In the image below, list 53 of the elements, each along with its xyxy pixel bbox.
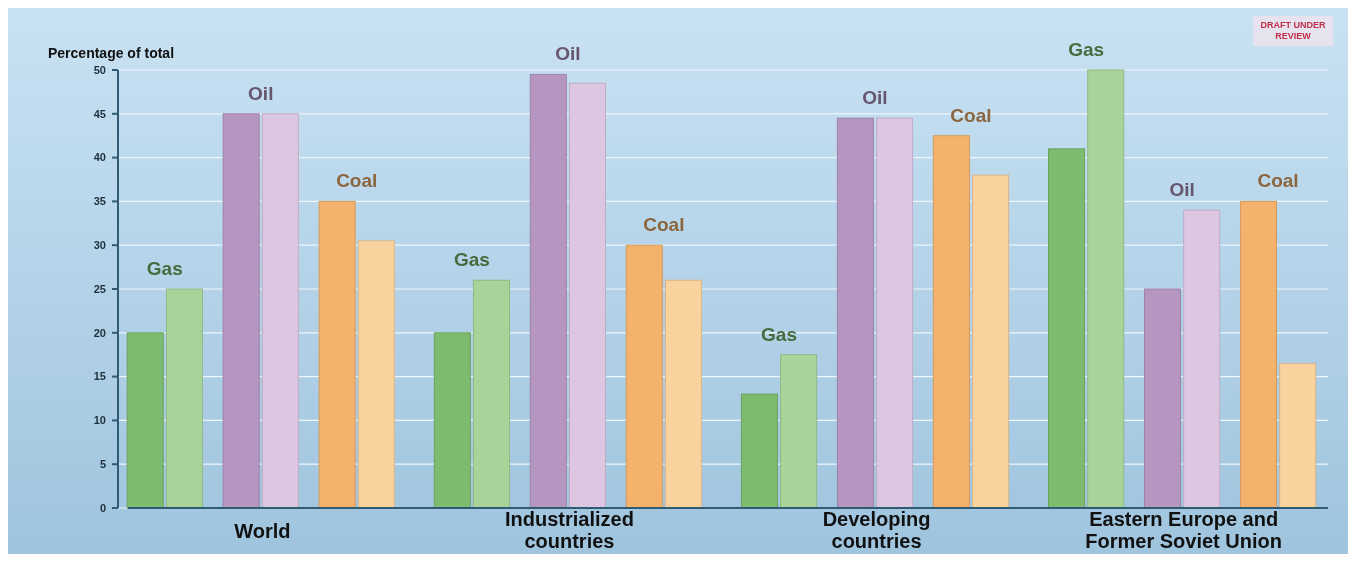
bar <box>318 200 356 509</box>
y-tick-label: 45 <box>93 107 106 120</box>
text: Oil <box>555 43 581 65</box>
text: Oil <box>862 87 888 109</box>
bar <box>1143 288 1182 509</box>
y-tick-label: 35 <box>93 195 106 208</box>
bar <box>222 113 260 509</box>
bar <box>433 332 471 509</box>
bar <box>165 288 203 509</box>
y-tick-label: 10 <box>93 414 106 427</box>
y-tick-label: 25 <box>93 282 106 295</box>
y-tick-label: 20 <box>93 326 106 339</box>
bar <box>568 82 606 509</box>
y-tick-label: 5 <box>99 458 106 471</box>
text: Gas <box>453 249 490 271</box>
bar <box>357 240 395 509</box>
bar <box>664 279 702 509</box>
text: DRAFT UNDER REVIEW <box>1260 20 1326 41</box>
text: Gas <box>761 323 797 345</box>
text: Oil <box>1169 179 1195 201</box>
bar <box>261 113 299 509</box>
bar <box>126 332 164 509</box>
bar <box>972 174 1010 509</box>
bar <box>529 73 567 509</box>
x-tick-label: World <box>234 520 291 542</box>
x-tick-label: Eastern Europe and Former Soviet Union <box>1085 508 1283 552</box>
text: Gas <box>1068 39 1105 60</box>
text: Coal <box>1257 170 1299 192</box>
y-tick-label: 50 <box>93 63 106 76</box>
text: Gas <box>146 258 183 279</box>
bar <box>625 244 663 509</box>
text: Coal <box>643 214 685 236</box>
bar <box>1279 362 1317 509</box>
text: Coal <box>336 170 378 192</box>
bar <box>1183 209 1221 509</box>
series-label: Coal <box>950 104 992 126</box>
bar <box>1239 200 1277 509</box>
y-axis-title: Percentage of total <box>48 45 175 61</box>
bar <box>876 117 914 509</box>
y-tick-label: 30 <box>93 239 106 252</box>
bar <box>740 393 778 509</box>
x-tick-label: Industrialized countries <box>504 508 634 552</box>
bar <box>836 117 874 509</box>
bar <box>780 354 818 509</box>
bar <box>932 135 970 509</box>
bar <box>1048 148 1086 509</box>
y-tick-label: 0 <box>99 501 106 514</box>
bar <box>472 279 511 509</box>
y-tick-label: 40 <box>93 151 106 164</box>
y-tick-label: 15 <box>93 370 106 383</box>
x-tick-label: Developing countries <box>822 508 931 552</box>
series-label: Oil <box>248 82 274 104</box>
bar <box>1087 69 1125 509</box>
